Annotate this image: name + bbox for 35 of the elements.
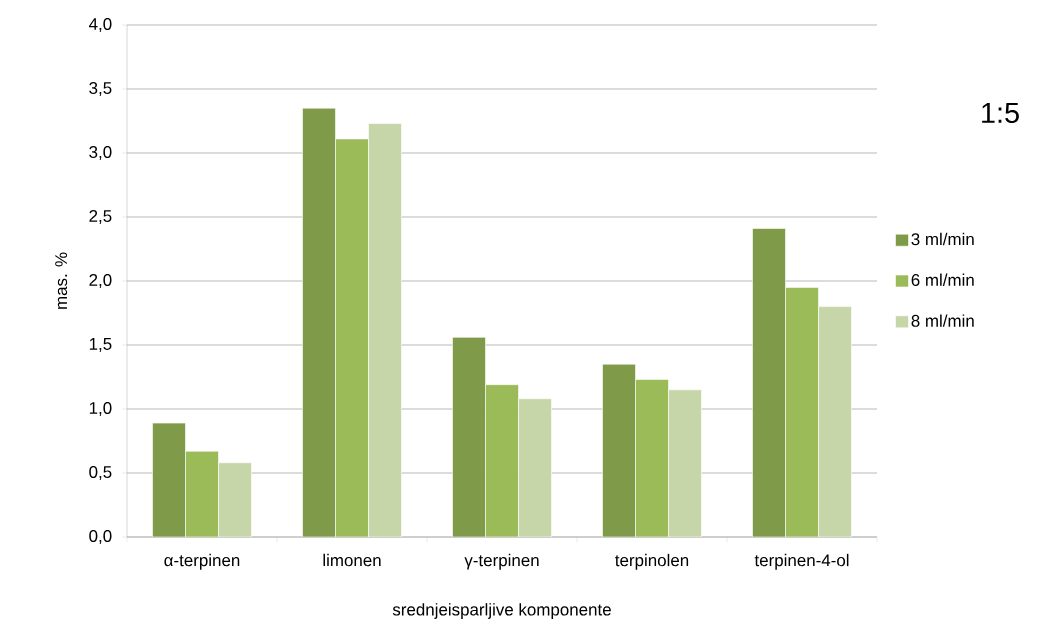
x-tick-label: terpinolen <box>615 553 689 570</box>
y-tick-label: 4,0 <box>89 18 112 32</box>
text: 1:5 <box>982 102 1019 124</box>
bar <box>668 389 702 537</box>
y-tick-label: 3,0 <box>89 146 112 160</box>
y-tick-label: 2,5 <box>89 210 112 224</box>
x-axis-title: srednjeisparljive komponente <box>392 603 611 619</box>
y-tick-label: 2,0 <box>89 274 112 288</box>
y-tick-label: 0,0 <box>89 530 112 544</box>
bar <box>335 138 369 537</box>
bar <box>602 363 636 537</box>
bar <box>218 462 252 537</box>
bar <box>752 228 786 537</box>
bar <box>818 306 852 537</box>
y-tick-label: 1,5 <box>89 338 112 352</box>
bar <box>518 398 552 537</box>
x-tick-label: γ-terpinen <box>464 553 539 570</box>
bar <box>452 337 486 537</box>
y-tick-label: 0,5 <box>89 466 112 480</box>
y-tick-label: 3,5 <box>89 82 112 96</box>
x-tick-label: terpinen-4-ol <box>754 553 849 570</box>
legend-label: 3 ml/min <box>911 232 974 246</box>
bar <box>185 450 219 537</box>
y-axis-title: mas. % <box>55 252 68 309</box>
bar <box>152 422 186 537</box>
bar <box>485 384 519 537</box>
legend-label: 8 ml/min <box>911 314 974 327</box>
bar <box>785 287 819 537</box>
bar <box>302 107 336 537</box>
bar <box>635 379 669 537</box>
y-tick-label: 1,0 <box>89 402 112 416</box>
bar <box>368 123 402 537</box>
x-tick-label: α-terpinen <box>164 553 240 570</box>
x-tick-label: limonen <box>323 553 381 567</box>
legend-label: 6 ml/min <box>911 273 974 287</box>
